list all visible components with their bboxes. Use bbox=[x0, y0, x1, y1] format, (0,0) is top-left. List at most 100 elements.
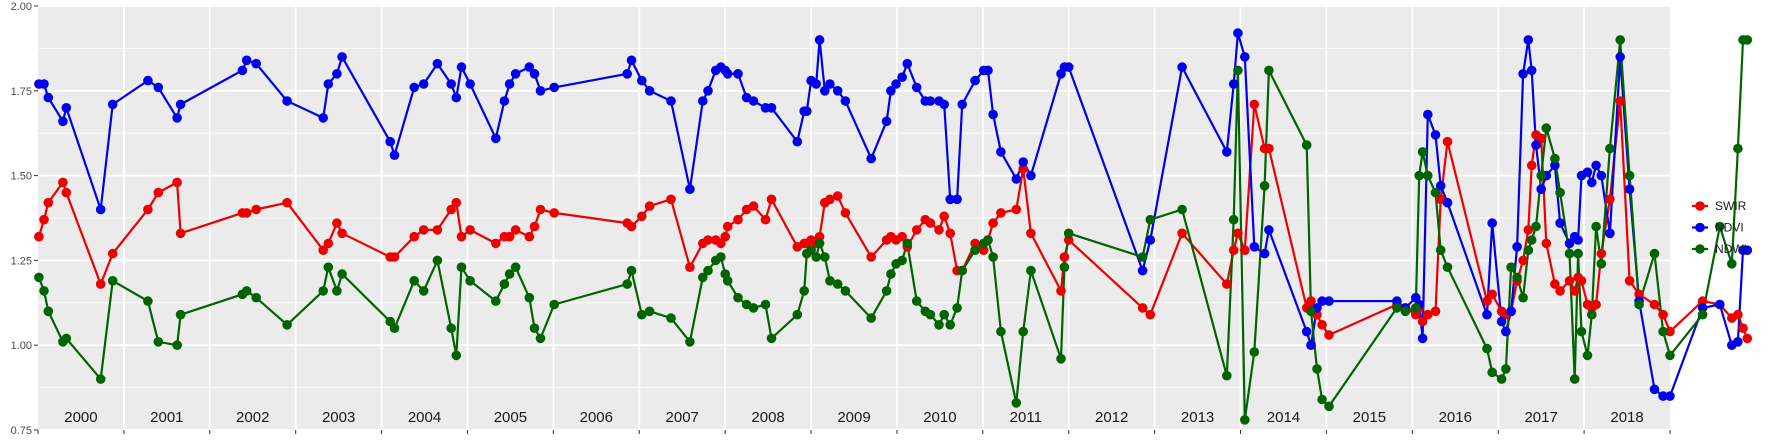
data-point-ndvi bbox=[891, 79, 901, 89]
data-point-ndwi bbox=[251, 292, 261, 303]
data-point-ndwi bbox=[535, 333, 546, 344]
data-point-ndvi bbox=[1026, 170, 1036, 181]
data-point-swir bbox=[143, 204, 153, 215]
data-point-ndwi bbox=[143, 296, 153, 306]
data-point-ndwi bbox=[1487, 367, 1497, 378]
data-point-ndvi bbox=[389, 150, 400, 160]
data-point-ndwi bbox=[1605, 143, 1615, 154]
data-point-ndwi bbox=[175, 309, 186, 320]
data-point-swir bbox=[637, 211, 647, 222]
data-point-ndvi bbox=[332, 69, 342, 79]
data-point-swir bbox=[1738, 323, 1748, 334]
year-label: 2002 bbox=[236, 409, 269, 426]
data-point-ndvi bbox=[840, 96, 851, 106]
data-point-swir bbox=[766, 194, 777, 205]
data-point-ndwi bbox=[1018, 326, 1028, 337]
data-point-swir bbox=[1222, 279, 1232, 289]
data-point-swir bbox=[465, 225, 475, 235]
data-point-ndwi bbox=[1411, 303, 1421, 313]
legend-label: NDWI bbox=[1715, 242, 1747, 256]
data-point-ndvi bbox=[703, 86, 713, 96]
data-point-ndvi bbox=[1591, 160, 1601, 171]
data-point-ndwi bbox=[1442, 262, 1453, 273]
data-point-swir bbox=[996, 208, 1006, 218]
data-point-swir bbox=[720, 231, 730, 242]
year-label: 2018 bbox=[1610, 409, 1643, 426]
data-point-ndwi bbox=[792, 309, 803, 320]
data-point-ndvi bbox=[626, 55, 637, 66]
year-label: 2005 bbox=[494, 409, 527, 426]
data-point-ndwi bbox=[1177, 204, 1187, 215]
data-point-ndvi bbox=[1264, 225, 1274, 235]
data-point-swir bbox=[1430, 306, 1441, 317]
data-point-ndvi bbox=[1531, 140, 1541, 150]
data-point-swir bbox=[95, 279, 106, 289]
legend-key-swir bbox=[1695, 201, 1705, 211]
data-point-swir bbox=[1624, 276, 1635, 286]
data-point-ndvi bbox=[996, 147, 1006, 157]
data-point-ndwi bbox=[1582, 350, 1593, 361]
data-point-ndwi bbox=[1059, 262, 1070, 273]
year-label: 2007 bbox=[666, 409, 699, 426]
data-point-ndvi bbox=[802, 106, 812, 116]
data-point-ndvi bbox=[491, 133, 501, 144]
data-point-ndwi bbox=[332, 286, 342, 296]
data-point-ndvi bbox=[1518, 69, 1528, 79]
data-point-ndwi bbox=[432, 255, 443, 266]
data-point-ndwi bbox=[1482, 343, 1492, 354]
y-tick-label: 2.00 bbox=[11, 1, 32, 13]
data-point-ndwi bbox=[1011, 398, 1022, 408]
data-point-swir bbox=[685, 262, 695, 273]
data-point-swir bbox=[1526, 160, 1537, 171]
data-point-ndwi bbox=[1137, 252, 1148, 262]
data-point-ndvi bbox=[1615, 52, 1625, 62]
data-point-swir bbox=[1482, 296, 1492, 306]
data-point-ndvi bbox=[792, 136, 803, 147]
data-point-ndwi bbox=[1658, 326, 1668, 337]
data-point-ndvi bbox=[970, 75, 980, 86]
data-point-swir bbox=[666, 194, 676, 205]
data-point-swir bbox=[1541, 238, 1552, 249]
data-point-ndvi bbox=[1306, 340, 1316, 351]
data-point-ndvi bbox=[1665, 391, 1675, 401]
data-point-swir bbox=[1536, 133, 1546, 144]
data-point-swir bbox=[1423, 309, 1433, 320]
legend-label: NDVI bbox=[1715, 221, 1744, 235]
data-point-swir bbox=[1306, 296, 1316, 306]
data-point-swir bbox=[491, 238, 501, 249]
data-point-swir bbox=[1569, 286, 1580, 296]
data-point-ndvi bbox=[820, 86, 830, 96]
data-point-swir bbox=[504, 231, 515, 242]
data-point-swir bbox=[703, 235, 713, 245]
data-point-swir bbox=[840, 208, 851, 218]
data-point-ndwi bbox=[1512, 272, 1522, 283]
data-point-ndvi bbox=[722, 69, 733, 79]
data-point-swir bbox=[1697, 296, 1708, 306]
data-point-ndvi bbox=[318, 113, 329, 123]
data-point-ndvi bbox=[685, 184, 695, 194]
data-point-swir bbox=[825, 194, 835, 205]
data-point-ndwi bbox=[504, 269, 515, 279]
data-point-swir bbox=[1596, 248, 1607, 259]
data-point-swir bbox=[34, 231, 44, 242]
data-point-ndwi bbox=[722, 276, 733, 286]
data-point-ndvi bbox=[1526, 65, 1537, 76]
data-point-ndvi bbox=[1301, 326, 1312, 337]
data-point-ndwi bbox=[1727, 259, 1737, 269]
data-point-ndwi bbox=[1056, 354, 1066, 364]
data-point-ndwi bbox=[939, 309, 949, 320]
data-point-swir bbox=[332, 218, 342, 228]
y-tick-label: 1.75 bbox=[11, 86, 32, 98]
data-point-ndwi bbox=[644, 306, 655, 317]
data-point-swir bbox=[409, 231, 420, 242]
data-point-ndvi bbox=[241, 55, 252, 66]
data-point-ndwi bbox=[716, 252, 726, 262]
data-point-ndwi bbox=[1423, 170, 1433, 181]
data-point-ndwi bbox=[1587, 309, 1597, 320]
data-point-ndvi bbox=[866, 153, 876, 164]
data-point-swir bbox=[1665, 326, 1675, 337]
data-point-ndwi bbox=[1414, 170, 1424, 181]
data-point-swir bbox=[1137, 303, 1148, 313]
data-point-swir bbox=[1417, 316, 1428, 327]
data-point-ndwi bbox=[1573, 248, 1583, 259]
